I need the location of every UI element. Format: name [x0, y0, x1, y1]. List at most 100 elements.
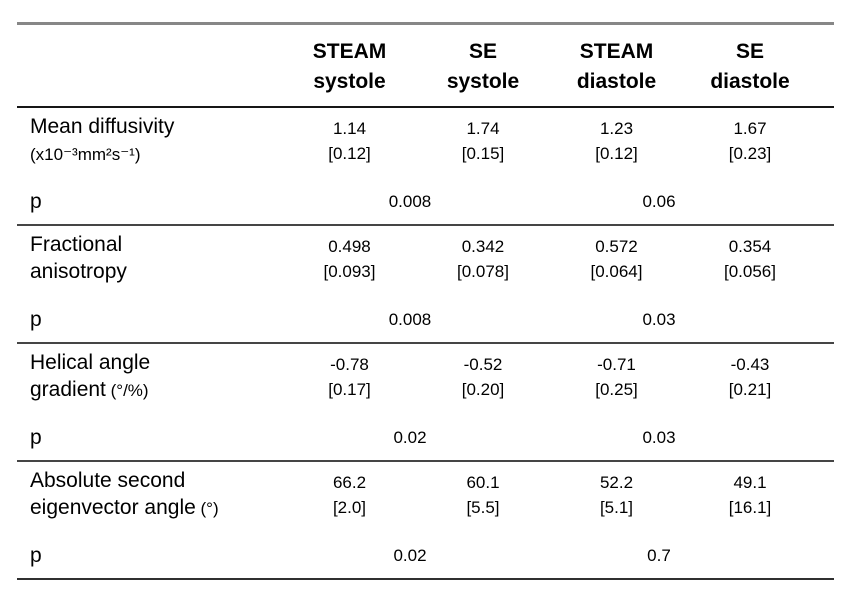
mean-value: 49.1 — [733, 473, 767, 492]
mean-value: 0.354 — [728, 237, 772, 256]
p-value-diastole: 0.7 — [647, 545, 671, 565]
value-cell: 0.498 [0.093] — [283, 225, 416, 297]
filler-cell — [817, 461, 834, 533]
sd-value: [0.064] — [590, 262, 643, 281]
column-header-line2: systole — [446, 70, 520, 93]
column-header-line1: SE — [735, 40, 764, 63]
column-header-steam-systole: STEAM systole — [283, 24, 416, 108]
p-value-diastole: 0.03 — [642, 427, 676, 447]
sd-value: [16.1] — [728, 498, 772, 517]
row-absolute-second-eigenvector-angle: Absolute second eigenvector angle (°) 66… — [17, 461, 834, 533]
value-cell: 49.1 [16.1] — [683, 461, 817, 533]
p-value-diastole: 0.06 — [642, 191, 676, 211]
mean-value: -0.52 — [463, 355, 503, 374]
p-label: p — [30, 307, 42, 331]
row-label-line2: eigenvector angle (°) — [30, 496, 219, 519]
sd-value: [5.5] — [466, 498, 500, 517]
p-value-systole: 0.008 — [388, 191, 432, 211]
value-cell: 0.354 [0.056] — [683, 225, 817, 297]
sd-value: [0.20] — [461, 380, 505, 399]
p-row-absolute-second-eigenvector-angle: p 0.02 0.7 — [17, 533, 834, 579]
mean-value: 66.2 — [332, 473, 367, 492]
sd-value: [0.21] — [728, 380, 772, 399]
column-header-line1: SE — [468, 40, 497, 63]
filler-cell — [817, 225, 834, 297]
p-value-systole: 0.008 — [388, 309, 432, 329]
mean-value: 1.67 — [733, 119, 767, 138]
p-row-mean-diffusivity: p 0.008 0.06 — [17, 179, 834, 225]
sd-value: [0.23] — [728, 144, 772, 163]
value-cell: -0.52 [0.20] — [416, 343, 550, 415]
column-header-line2: diastole — [576, 70, 657, 93]
row-fractional-anisotropy: Fractional anisotropy 0.498 [0.093] 0.34… — [17, 225, 834, 297]
row-label-line1: Helical angle — [30, 351, 151, 374]
sd-value: [2.0] — [332, 498, 367, 517]
sd-value: [0.17] — [328, 380, 371, 399]
value-cell: 1.67 [0.23] — [683, 107, 817, 179]
mean-value: 1.23 — [599, 119, 634, 138]
mean-value: 52.2 — [599, 473, 634, 492]
value-cell: 66.2 [2.0] — [283, 461, 416, 533]
row-label-unit: (x10⁻³mm²s⁻¹) — [30, 145, 141, 164]
row-mean-diffusivity: Mean diffusivity (x10⁻³mm²s⁻¹) 1.14 [0.1… — [17, 107, 834, 179]
filler-cell — [817, 533, 834, 579]
mean-value: 0.572 — [595, 237, 638, 256]
sd-value: [0.12] — [328, 144, 371, 163]
column-header-line2: diastole — [710, 70, 790, 93]
column-header-se-diastole: SE diastole — [683, 24, 817, 108]
column-header-steam-diastole: STEAM diastole — [550, 24, 683, 108]
mean-value: -0.71 — [597, 355, 636, 374]
filler-cell — [817, 415, 834, 461]
mean-value: -0.78 — [330, 355, 369, 374]
value-cell: 0.342 [0.078] — [416, 225, 550, 297]
row-label-line2: gradient (°/%) — [30, 378, 149, 401]
sd-value: [0.25] — [595, 380, 638, 399]
filler-cell — [817, 343, 834, 415]
filler-cell — [817, 107, 834, 179]
mean-value: 0.498 — [328, 237, 371, 256]
value-cell: 1.74 [0.15] — [416, 107, 550, 179]
p-value-systole: 0.02 — [393, 427, 427, 447]
p-label: p — [30, 425, 42, 449]
sd-value: [5.1] — [599, 498, 634, 517]
value-cell: -0.71 [0.25] — [550, 343, 683, 415]
header-row: STEAM systole SE systole STEAM diastole … — [17, 23, 834, 108]
row-label-line1: Absolute second — [30, 469, 186, 492]
mean-value: 0.342 — [461, 237, 505, 256]
row-label-mean-diffusivity: Mean diffusivity (x10⁻³mm²s⁻¹) — [17, 107, 283, 179]
row-label-line1: Mean diffusivity — [30, 115, 175, 138]
row-helical-angle-gradient: Helical angle gradient (°/%) -0.78 [0.17… — [17, 343, 834, 415]
filler-cell — [817, 297, 834, 343]
value-cell: -0.78 [0.17] — [283, 343, 416, 415]
row-label-unit: (°/%) — [105, 381, 149, 400]
value-cell: -0.43 [0.21] — [683, 343, 817, 415]
sd-value: [0.093] — [323, 262, 376, 281]
mean-value: 1.74 — [466, 119, 500, 138]
value-cell: 0.572 [0.064] — [550, 225, 683, 297]
corner-cell — [17, 24, 283, 108]
row-label-helical-angle-gradient: Helical angle gradient (°/%) — [17, 343, 283, 415]
value-cell: 60.1 [5.5] — [416, 461, 550, 533]
p-row-fractional-anisotropy: p 0.008 0.03 — [17, 297, 834, 343]
value-cell: 1.23 [0.12] — [550, 107, 683, 179]
column-header-line1: STEAM — [312, 40, 387, 63]
sd-value: [0.12] — [595, 144, 638, 163]
mean-value: 1.14 — [332, 119, 367, 138]
p-row-helical-angle-gradient: p 0.02 0.03 — [17, 415, 834, 461]
filler-cell — [817, 179, 834, 225]
results-table: STEAM systole SE systole STEAM diastole … — [17, 22, 834, 580]
column-header-se-systole: SE systole — [416, 24, 550, 108]
row-label-line2: anisotropy — [30, 260, 127, 283]
row-label-fractional-anisotropy: Fractional anisotropy — [17, 225, 283, 297]
column-header-line2: systole — [313, 70, 386, 93]
filler-cell — [817, 24, 834, 108]
value-cell: 52.2 [5.1] — [550, 461, 683, 533]
row-label-absolute-second-eigenvector-angle: Absolute second eigenvector angle (°) — [17, 461, 283, 533]
sd-value: [0.056] — [724, 262, 776, 281]
row-label-unit: (°) — [195, 499, 219, 518]
p-label: p — [30, 543, 42, 567]
value-cell: 1.14 [0.12] — [283, 107, 416, 179]
sd-value: [0.15] — [461, 144, 505, 163]
column-header-line1: STEAM — [579, 40, 654, 63]
